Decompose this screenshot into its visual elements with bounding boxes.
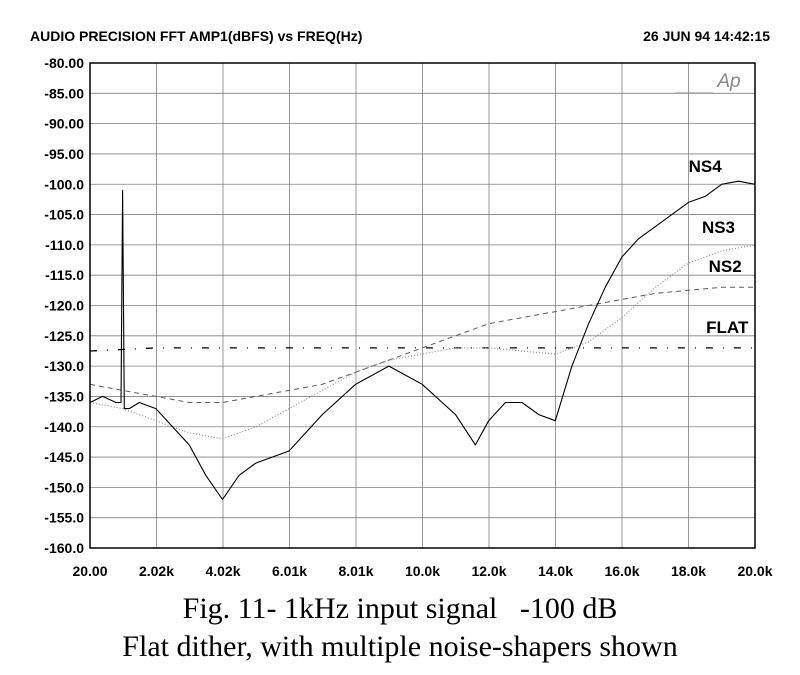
y-tick-label: -125.0 [44, 328, 84, 344]
y-tick-label: -115.0 [45, 267, 84, 283]
annotations: NS4 NS3 NS2 FLAT [689, 157, 749, 337]
x-tick-label: 4.02k [205, 563, 240, 579]
y-tick-label: -105.0 [44, 207, 84, 223]
series-line-ns2 [89, 286, 755, 403]
chart-header-timestamp: 26 JUN 94 14:42:15 [643, 28, 770, 44]
x-tick-label: 20.0k [737, 563, 772, 579]
y-tick-label: -100.0 [44, 176, 84, 192]
y-tick-label: -140.0 [44, 419, 84, 435]
x-tick-label: 12.0k [471, 563, 506, 579]
series-label-ns3: NS3 [702, 218, 735, 237]
grid [89, 62, 756, 549]
series-line-ns4 [89, 180, 756, 501]
x-tick-label: 6.01k [272, 563, 307, 579]
y-tick-label: -120.0 [44, 298, 84, 314]
x-tick-label: 10.0k [405, 563, 440, 579]
y-tick-label: -155.0 [44, 510, 84, 526]
y-tick-label: -80.00 [44, 55, 84, 71]
y-tick-label: -110.0 [45, 237, 84, 253]
y-tick-label: -85.00 [44, 85, 84, 101]
chart-header-title: AUDIO PRECISION FFT AMP1(dBFS) vs FREQ(H… [30, 28, 363, 44]
series-label-ns2: NS2 [709, 257, 742, 276]
x-tick-label: 20.00 [72, 563, 107, 579]
y-tick-label: -145.0 [44, 449, 84, 465]
axis-ticks: -80.00 -85.00 -90.00 -95.00 -100.0 -105.0 -110… [44, 55, 772, 579]
plot-frame [89, 62, 756, 549]
x-tick-label: 18.0k [671, 563, 706, 579]
series-label-ns4: NS4 [689, 157, 723, 176]
x-tick-label: 16.0k [604, 563, 639, 579]
y-tick-label: -160.0 [44, 540, 84, 556]
y-tick-label: -130.0 [44, 358, 84, 374]
figure-caption-line2: Flat dither, with multiple noise-shapers… [122, 630, 678, 663]
y-tick-label: -95.00 [44, 146, 84, 162]
x-tick-label: 8.01k [338, 563, 373, 579]
fft-chart: -80.00 -85.00 -90.00 -95.00 -100.0 -105.0 -110… [44, 55, 772, 579]
y-tick-label: -90.00 [44, 116, 84, 132]
y-tick-label: -135.0 [44, 388, 84, 404]
ap-logo-watermark: Ap [716, 71, 740, 92]
x-tick-label: 2.02k [139, 563, 174, 579]
y-tick-label: -150.0 [44, 479, 84, 495]
series-label-flat: FLAT [706, 318, 749, 337]
figure-caption-line1: Fig. 11- 1kHz input signal -100 dB [182, 592, 618, 625]
x-tick-label: 14.0k [538, 563, 573, 579]
series-group [89, 180, 756, 501]
